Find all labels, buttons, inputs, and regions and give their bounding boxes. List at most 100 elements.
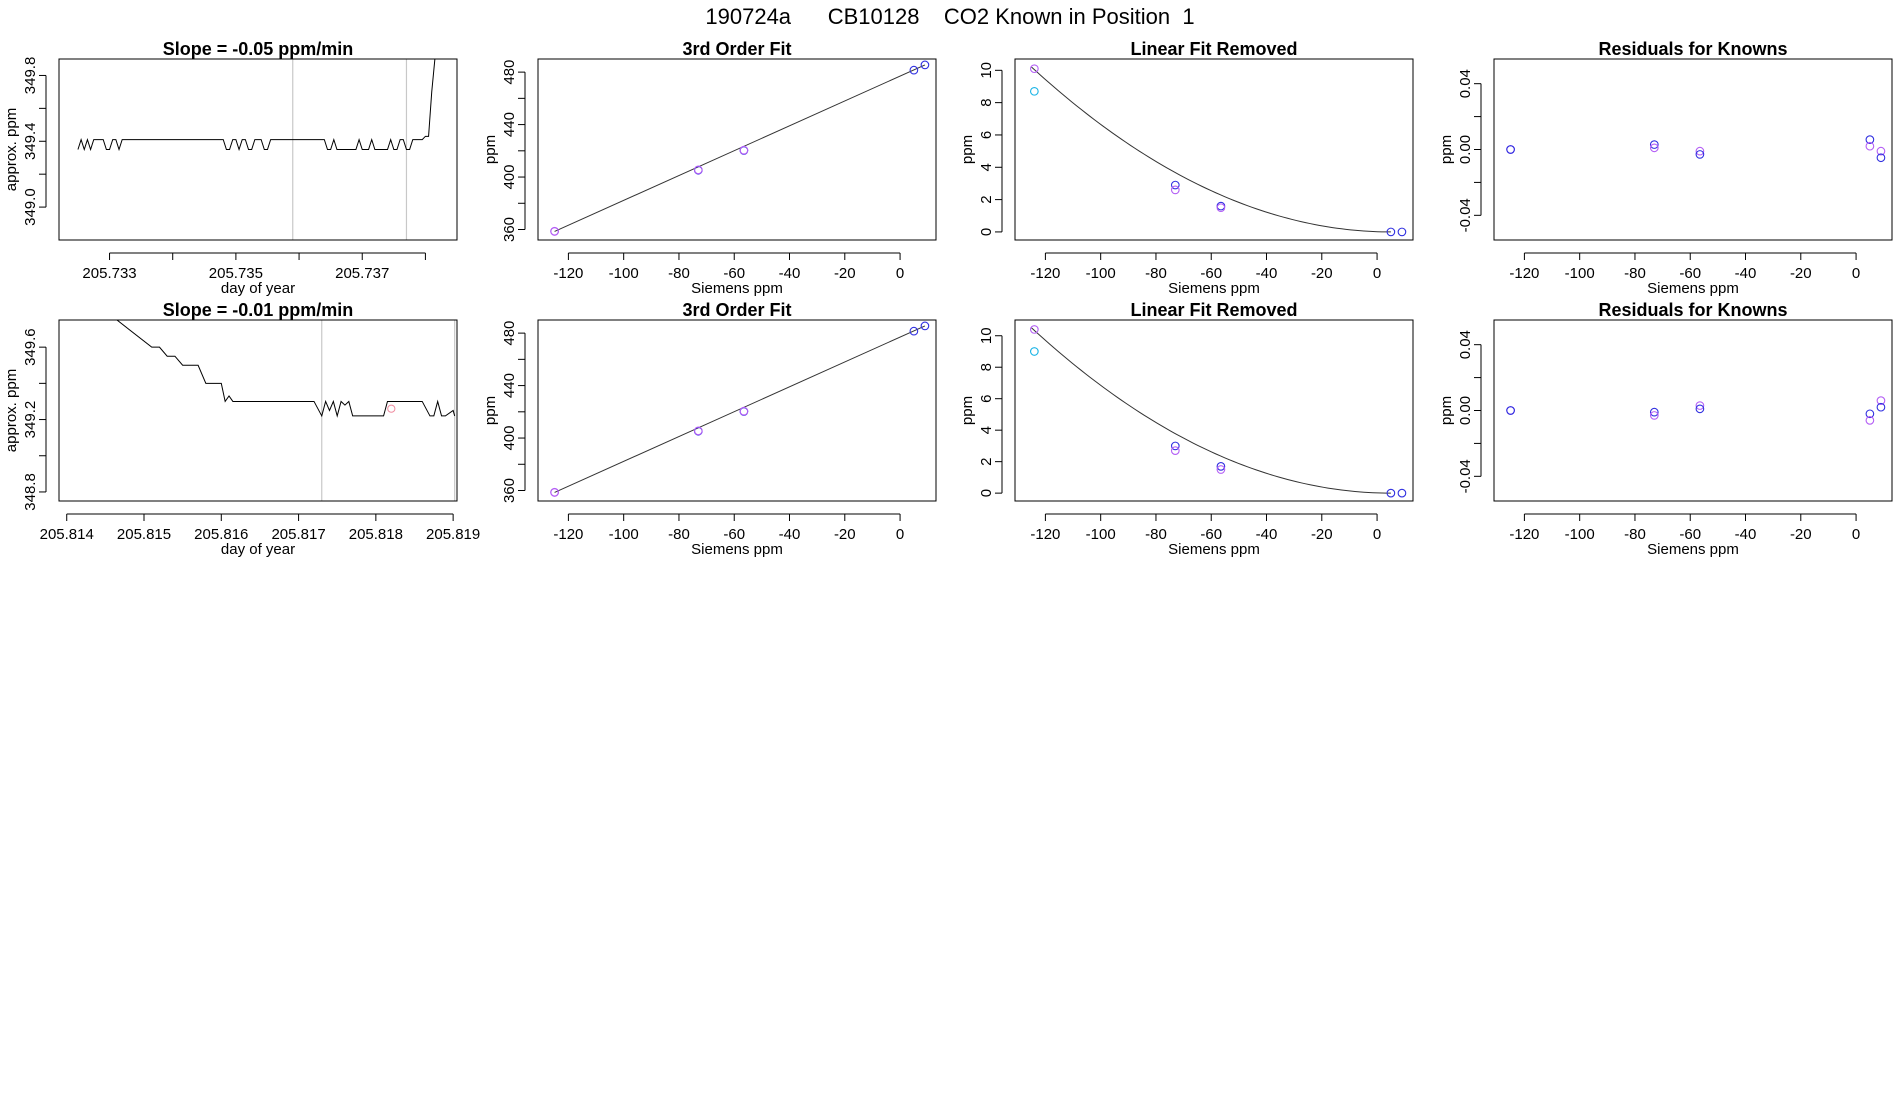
y-axis-label: ppm: [959, 135, 976, 164]
data-point: [1029, 64, 1039, 74]
x-tick-label: -40: [779, 265, 801, 282]
data-point: [1386, 488, 1396, 498]
x-tick-label: -100: [1086, 265, 1116, 282]
x-tick-label: -120: [1030, 265, 1060, 282]
x-axis: -120 -100 -80 -60 -40 -20 0: [1030, 252, 1381, 282]
y-axis: 360 400 440 480: [501, 60, 526, 242]
x-tick-label: 0: [1852, 265, 1860, 282]
y-tick-label: 360: [501, 217, 518, 242]
chart-title: 3rd Order Fit: [682, 300, 791, 320]
chart-r1-linfit: Linear Fit Removed -120 -100 -80 -60 -40 -20 0 S…: [959, 39, 1414, 297]
plot-area: [1029, 64, 1407, 237]
y-tick-label: 480: [501, 60, 518, 85]
x-tick-label: 205.814: [40, 526, 94, 543]
y-tick-label: 480: [501, 321, 518, 346]
plot-frame: [1014, 319, 1414, 502]
x-tick-label: -100: [609, 265, 639, 282]
x-tick-label: -80: [1145, 265, 1167, 282]
x-tick-label: -120: [553, 526, 583, 543]
x-axis: -120 -100 -80 -60 -40 -20 0: [553, 252, 904, 282]
y-tick-label: 349.2: [22, 401, 39, 439]
plot-area: [1506, 135, 1886, 163]
y-tick-label: 440: [501, 373, 518, 398]
y-tick-label: 360: [501, 478, 518, 503]
x-tick-label: -20: [1311, 265, 1333, 282]
y-tick-label: 349.4: [22, 122, 39, 160]
data-point: [1216, 462, 1226, 471]
x-tick-label: -100: [1565, 265, 1595, 282]
x-axis: 205.733 205.735 205.737: [82, 252, 426, 282]
x-tick-label: -60: [1679, 526, 1701, 543]
data-point: [920, 321, 930, 331]
x-tick-label: -120: [1509, 526, 1539, 543]
data-point: [1695, 150, 1705, 159]
data-point: [1029, 86, 1039, 96]
y-tick-label: 0.00: [1457, 396, 1474, 425]
data-marker: [387, 404, 396, 413]
plot-frame: [1493, 58, 1893, 241]
data-point: [1865, 416, 1875, 425]
data-point: [1170, 180, 1180, 190]
series-line: [116, 320, 456, 418]
data-point: [1170, 185, 1180, 195]
plot-frame: [537, 319, 937, 502]
chart-r1-resid: Residuals for Knowns -120 -100 -80 -60 -40 -20…: [1438, 39, 1893, 297]
data-point: [1876, 153, 1886, 163]
x-axis-label: Siemens ppm: [1647, 541, 1739, 558]
data-point: [1170, 446, 1180, 455]
data-point: [1649, 411, 1659, 420]
y-axis-label: ppm: [959, 396, 976, 425]
data-point: [1876, 396, 1886, 405]
y-tick-label: 4: [978, 163, 995, 171]
data-point: [1649, 143, 1659, 153]
x-tick-label: -20: [834, 265, 856, 282]
y-axis: 348.8 349.2 349.6: [22, 328, 47, 511]
x-tick-label: -60: [1200, 265, 1222, 282]
data-point: [1216, 465, 1226, 474]
series-line: [77, 59, 436, 152]
y-tick-label: 348.8: [22, 473, 39, 511]
fit-line: [554, 64, 926, 232]
data-point: [1695, 404, 1705, 414]
y-axis-label: ppm: [1438, 396, 1455, 425]
x-tick-label: 205.816: [194, 526, 248, 543]
data-point: [1397, 488, 1407, 498]
data-point: [1386, 227, 1396, 237]
y-axis: 0 2 4 6 8 10: [978, 62, 1003, 236]
x-axis: -120 -100 -80 -60 -40 -20 0: [1030, 513, 1381, 543]
data-point: [1649, 140, 1659, 149]
chart-title: Slope = -0.05 ppm/min: [163, 39, 354, 59]
plot-frame: [58, 58, 458, 241]
x-tick-label: -100: [609, 526, 639, 543]
plot-area: [1029, 325, 1407, 498]
y-axis-label: ppm: [482, 396, 499, 425]
fit-curve: [1031, 66, 1391, 233]
x-tick-label: 205.735: [209, 265, 263, 282]
x-tick-label: 0: [1852, 526, 1860, 543]
chart-title: Residuals for Knowns: [1598, 300, 1787, 320]
y-tick-label: 6: [978, 131, 995, 139]
x-tick-label: -40: [779, 526, 801, 543]
x-tick-label: -20: [1311, 526, 1333, 543]
data-point: [1649, 407, 1659, 417]
y-axis: 0 2 4 6 8 10: [978, 327, 1003, 497]
y-axis: -0.04 0.00 0.04: [1457, 69, 1482, 232]
chart-r2-resid: Residuals for Knowns -120 -100 -80 -60 -40 -20…: [1438, 300, 1893, 558]
y-tick-label: 0: [978, 489, 995, 497]
y-tick-label: 0: [978, 228, 995, 236]
x-tick-label: -20: [1790, 526, 1812, 543]
data-point: [1695, 401, 1705, 410]
data-point: [739, 145, 749, 155]
x-tick-label: 0: [1373, 265, 1381, 282]
chart-r2-fit: 3rd Order Fit -120 -100 -80 -60 -40 -20 0 Siemen…: [482, 300, 937, 558]
x-axis-label: Siemens ppm: [691, 280, 783, 297]
plot-area: [550, 321, 930, 497]
y-axis: 360 400 440 480: [501, 321, 526, 503]
y-tick-label: 0.00: [1457, 135, 1474, 164]
y-axis-label: approx. ppm: [3, 369, 20, 452]
x-tick-label: 205.819: [426, 526, 480, 543]
x-tick-label: -120: [1509, 265, 1539, 282]
data-point: [693, 165, 703, 175]
data-point: [1506, 406, 1515, 415]
data-point: [1865, 409, 1875, 419]
